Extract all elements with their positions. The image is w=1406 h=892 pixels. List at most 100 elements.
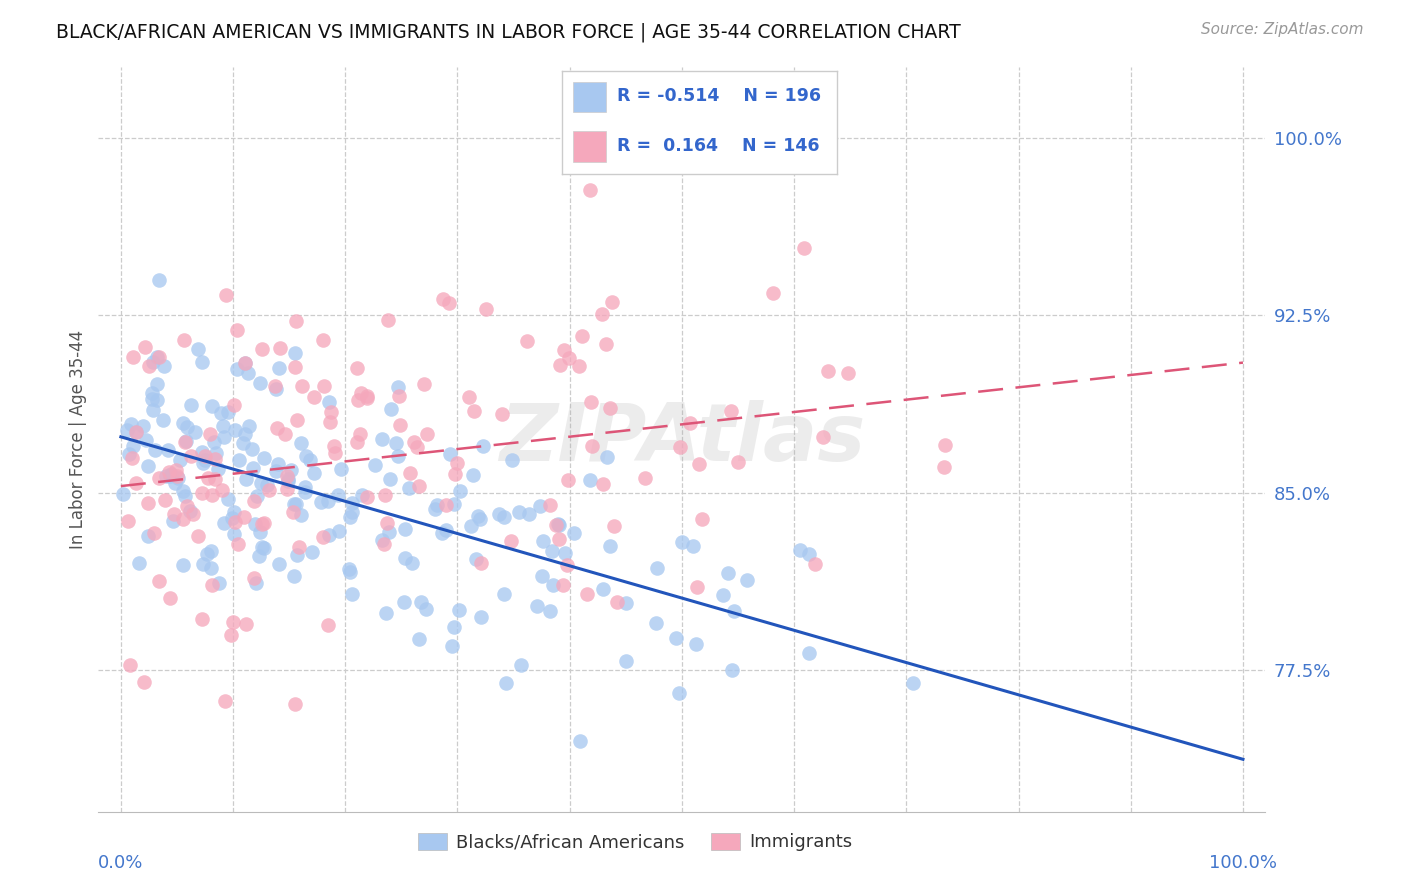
Point: [804, 558, 827, 572]
Point: [187, 342, 209, 356]
Point: [595, 450, 617, 465]
Point: [934, 437, 956, 451]
Point: [463, 404, 485, 418]
Point: [721, 664, 744, 678]
Point: [606, 595, 628, 609]
Point: [495, 676, 517, 690]
Point: [837, 367, 859, 381]
Point: [326, 488, 349, 502]
Point: [267, 457, 290, 471]
Point: [134, 434, 156, 448]
Point: [166, 471, 188, 485]
Text: 0.0%: 0.0%: [98, 855, 143, 872]
Point: [205, 446, 228, 460]
Point: [342, 505, 364, 519]
Point: [193, 449, 215, 463]
Point: [540, 498, 562, 512]
Point: [173, 435, 195, 450]
Point: [679, 417, 702, 431]
Point: [172, 558, 194, 573]
Point: [470, 610, 492, 624]
Point: [412, 377, 434, 392]
Point: [312, 379, 335, 393]
Point: [122, 439, 145, 453]
Point: [373, 536, 395, 550]
Point: [284, 697, 307, 711]
Point: [174, 434, 197, 448]
Point: [554, 546, 576, 560]
Point: [318, 527, 340, 541]
Point: [437, 296, 460, 310]
Point: [579, 473, 602, 487]
Point: [811, 430, 834, 444]
Point: [603, 519, 626, 533]
Point: [221, 628, 243, 642]
Point: [290, 436, 312, 450]
Point: [246, 489, 269, 503]
Point: [581, 439, 603, 453]
Point: [401, 556, 423, 570]
Point: [378, 525, 401, 540]
Point: [277, 474, 299, 488]
Point: [222, 615, 245, 629]
Point: [457, 391, 479, 405]
Point: [148, 471, 170, 485]
Point: [204, 434, 226, 449]
Point: [352, 488, 374, 502]
Point: [172, 512, 194, 526]
Point: [191, 557, 214, 571]
Point: [595, 337, 617, 351]
Point: [614, 654, 637, 668]
Point: [762, 285, 785, 300]
Point: [235, 472, 257, 486]
Point: [797, 547, 820, 561]
Point: [290, 508, 312, 522]
Point: [934, 460, 956, 475]
Point: [464, 552, 486, 566]
Point: [717, 566, 740, 580]
Point: [212, 430, 235, 444]
Point: [380, 402, 402, 417]
Point: [195, 547, 218, 561]
Point: [562, 525, 585, 540]
Point: [301, 545, 323, 559]
Point: [153, 359, 176, 373]
Point: [242, 461, 264, 475]
Point: [148, 273, 170, 287]
Point: [214, 694, 236, 708]
Point: [294, 484, 316, 499]
Point: [389, 418, 412, 433]
Point: [471, 438, 494, 452]
Point: [280, 463, 302, 477]
Point: [468, 512, 491, 526]
Point: [592, 582, 614, 596]
Point: [690, 512, 713, 526]
Point: [200, 427, 222, 442]
Point: [204, 472, 226, 486]
Point: [211, 418, 233, 433]
Point: [165, 463, 187, 477]
Point: [817, 364, 839, 378]
Point: [217, 491, 239, 506]
Point: [200, 543, 222, 558]
Point: [901, 675, 924, 690]
Point: [312, 530, 335, 544]
Point: [318, 394, 340, 409]
Point: [117, 514, 139, 528]
Point: [447, 603, 470, 617]
Point: [276, 482, 298, 496]
Point: [222, 398, 245, 412]
Point: [342, 587, 364, 601]
Point: [578, 183, 600, 197]
Point: [415, 602, 437, 616]
Point: [544, 518, 567, 533]
Point: [516, 334, 538, 348]
Point: [436, 523, 458, 537]
Bar: [574, 81, 606, 112]
Point: [201, 578, 224, 592]
Point: [160, 467, 183, 481]
Point: [531, 533, 554, 548]
Point: [665, 631, 688, 645]
Point: [121, 350, 143, 364]
Point: [228, 453, 250, 467]
